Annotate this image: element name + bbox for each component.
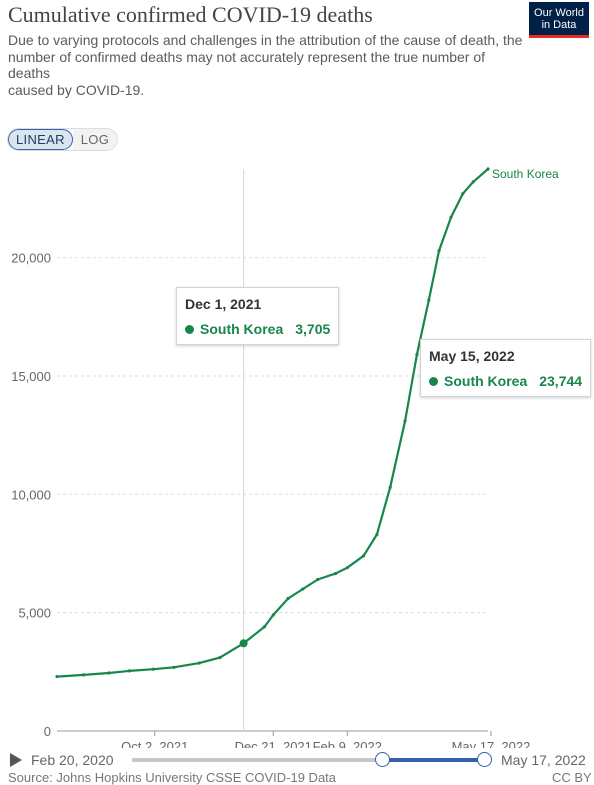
tooltip-date: Dec 1, 2021 [185, 296, 262, 312]
tooltip-date: May 15, 2022 [429, 348, 515, 364]
timeline-end-handle[interactable] [477, 752, 492, 767]
chart-subtitle: Due to varying protocols and challenges … [8, 32, 528, 98]
license-text: CC BY [552, 770, 592, 785]
data-point [286, 596, 290, 601]
data-point [218, 656, 222, 660]
series-end-label: South Korea [492, 167, 559, 181]
x-tick-label: Oct 2, 2021 [121, 739, 188, 748]
data-point [461, 192, 465, 196]
y-tick-label: 20,000 [11, 251, 51, 266]
timeline-selected-range [381, 758, 484, 762]
series-dot-icon [429, 376, 438, 386]
data-point [55, 674, 59, 679]
subtitle-line: caused by COVID-19. [8, 81, 145, 98]
x-tick-label: Dec 21, 2021 [235, 739, 312, 748]
tooltip-row: South Korea 23,744 [429, 373, 582, 389]
tooltip-row: South Korea 3,705 [185, 321, 330, 337]
linear-scale-button[interactable]: LINEAR [8, 129, 73, 150]
data-point [172, 665, 176, 669]
line-chart: 0 5,000 10,000 15,000 20,000 Oct 2, 2021 Dec 2… [11, 167, 559, 748]
tooltip-may-15-2022: May 15, 2022 South Korea 23,744 [420, 339, 592, 397]
y-tick-label: 5,000 [18, 606, 51, 621]
data-point [388, 485, 392, 489]
timeline-start-label: Feb 20, 2020 [31, 752, 114, 768]
data-point [262, 625, 266, 629]
tooltip-value: 3,705 [295, 321, 331, 337]
data-point [449, 215, 453, 219]
data-point [127, 669, 132, 673]
data-point [486, 167, 490, 171]
log-scale-button[interactable]: LOG [72, 129, 118, 150]
data-point [271, 613, 275, 617]
chart-title: Cumulative confirmed COVID-19 deaths [8, 2, 373, 27]
timeline-start-handle[interactable] [374, 752, 390, 767]
logo-line: Our World [534, 7, 584, 19]
data-point [361, 554, 366, 558]
tooltip-series: South Korea [444, 373, 528, 389]
data-point [415, 353, 419, 357]
data-point [333, 572, 338, 576]
series-dot-icon [185, 324, 194, 334]
data-point [107, 671, 111, 675]
timeline: Feb 20, 2020 May 17, 2022 [0, 748, 594, 775]
data-point [403, 419, 407, 423]
subtitle-line: Due to varying protocols and challenges … [8, 32, 523, 48]
highlighted-point [239, 639, 248, 648]
y-tick-label: 10,000 [11, 487, 51, 502]
tooltip-dec-1-2021: Dec 1, 2021 South Korea 3,705 [176, 287, 340, 345]
y-tick-label: 0 [44, 724, 51, 739]
subtitle-line: number of confirmed deaths may not accur… [8, 48, 486, 82]
data-point [197, 661, 201, 665]
data-point [345, 566, 349, 570]
x-tick-label: Feb 9, 2022 [313, 739, 382, 748]
tooltip-series: South Korea [200, 321, 284, 337]
play-icon[interactable] [10, 753, 22, 767]
data-point [471, 180, 475, 184]
scale-toggle: LINEAR LOG [8, 129, 118, 150]
data-point [375, 532, 379, 537]
data-point [316, 577, 320, 582]
owid-logo[interactable]: Our World in Data [529, 2, 589, 38]
series-line-south-korea [56, 168, 489, 678]
data-point [82, 673, 86, 677]
y-tick-label: 15,000 [11, 369, 51, 384]
x-tick-label: May 17, 2022 [452, 739, 531, 748]
logo-line: in Data [541, 19, 577, 31]
data-point [151, 667, 155, 671]
data-point [427, 298, 431, 302]
data-point [301, 587, 305, 591]
timeline-track[interactable] [132, 758, 484, 762]
data-point [437, 248, 441, 253]
tooltip-value: 23,744 [539, 373, 583, 389]
source-text: Source: Johns Hopkins University CSSE CO… [8, 770, 337, 785]
timeline-end-label: May 17, 2022 [501, 752, 586, 768]
